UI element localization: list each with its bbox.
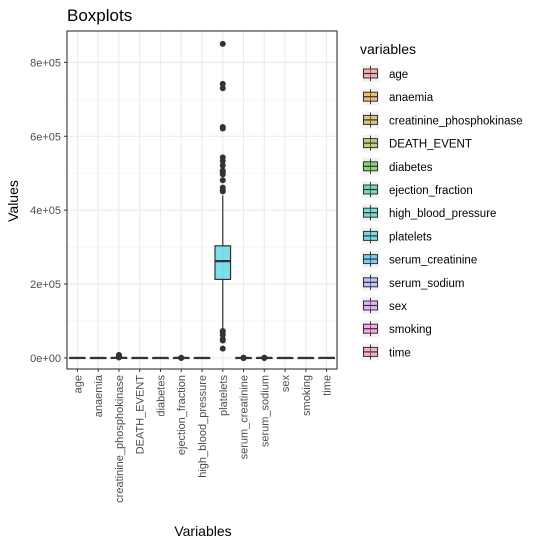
boxplot-DEATH_EVENT	[131, 356, 149, 360]
boxplot-age	[68, 356, 86, 360]
legend-label: platelets	[389, 231, 432, 243]
legend-label: time	[389, 347, 411, 359]
y-tick-label: 8e+05	[30, 57, 61, 69]
legend-title: variables	[360, 41, 416, 57]
boxplot-sex	[276, 356, 294, 360]
legend-item-platelets: platelets	[362, 227, 432, 245]
chart-title: Boxplots	[67, 6, 132, 25]
legend-label: anaemia	[389, 92, 434, 104]
x-tick-label: high_blood_pressure	[197, 375, 209, 478]
outlier-point	[219, 154, 226, 161]
x-tick-label: smoking	[301, 375, 313, 416]
outlier-point	[219, 80, 226, 87]
y-tick-label: 4e+05	[30, 205, 61, 217]
legend-item-creatinine_phosphokinase: creatinine_phosphokinase	[362, 111, 523, 129]
boxplot-smoking	[297, 356, 315, 360]
outlier-point	[219, 177, 226, 184]
legend-item-high_blood_pressure: high_blood_pressure	[362, 204, 496, 222]
legend-item-DEATH_EVENT: DEATH_EVENT	[362, 134, 472, 152]
outlier-point	[219, 162, 226, 169]
x-tick-label: diabetes	[155, 375, 167, 417]
outlier-point	[178, 354, 185, 361]
boxplot-anaemia	[89, 356, 107, 360]
boxplot-creatinine_phosphokinase	[110, 352, 128, 361]
legend-item-ejection_fraction: ejection_fraction	[362, 181, 473, 198]
legend-label: high_blood_pressure	[389, 208, 496, 220]
legend-label: serum_creatinine	[389, 255, 477, 267]
x-tick-label: anaemia	[93, 374, 105, 417]
boxplot-serum_creatinine	[235, 354, 252, 361]
legend-label: ejection_fraction	[389, 185, 473, 197]
boxplot-ejection_fraction	[172, 354, 190, 361]
outlier-point	[115, 352, 122, 359]
legend-label: serum_sodium	[389, 278, 464, 290]
boxplot-serum_sodium	[255, 354, 273, 361]
x-tick-label: serum_creatinine	[239, 375, 251, 459]
boxplot-time	[318, 356, 336, 360]
legend-item-sex: sex	[362, 297, 407, 314]
x-axis-title: Variables	[174, 523, 231, 539]
legend-item-diabetes: diabetes	[362, 157, 433, 175]
x-tick-label: serum_sodium	[259, 375, 271, 447]
y-tick-label: 0e+00	[30, 353, 61, 365]
x-tick-label: DEATH_EVENT	[135, 375, 147, 455]
x-tick-label: sex	[280, 375, 292, 393]
legend-label: age	[389, 69, 408, 81]
y-axis-title: Values	[5, 180, 21, 222]
boxplot-diabetes	[152, 356, 169, 360]
outlier-point	[219, 124, 226, 131]
x-tick-label: ejection_fraction	[176, 375, 188, 455]
outlier-point	[219, 184, 226, 191]
x-tick-label: creatinine_phosphokinase	[114, 375, 126, 503]
legend-label: DEATH_EVENT	[389, 139, 472, 151]
outlier-point	[219, 85, 226, 92]
y-tick-label: 2e+05	[30, 279, 61, 291]
outlier-point	[219, 40, 226, 47]
x-tick-label: platelets	[218, 375, 230, 416]
x-tick-label: time	[322, 375, 334, 396]
outlier-point	[261, 354, 268, 361]
outlier-point	[219, 327, 226, 334]
outlier-point	[219, 167, 226, 174]
legend-label: sex	[389, 301, 407, 313]
boxplot-high_blood_pressure	[193, 356, 211, 360]
legend-item-anaemia: anaemia	[362, 88, 434, 106]
legend-item-serum_creatinine: serum_creatinine	[362, 250, 477, 268]
legend-item-time: time	[362, 343, 411, 361]
legend-item-age: age	[362, 65, 408, 82]
box-iqr	[214, 245, 232, 281]
x-tick-label: age	[72, 375, 84, 393]
legend-item-serum_sodium: serum_sodium	[362, 273, 464, 291]
legend-item-smoking: smoking	[362, 320, 432, 338]
legend-label: smoking	[389, 324, 432, 336]
legend-label: creatinine_phosphokinase	[389, 115, 523, 127]
outlier-point	[219, 345, 226, 352]
boxplot-platelets	[214, 40, 232, 352]
legend-label: diabetes	[389, 162, 433, 174]
outlier-point	[240, 354, 247, 361]
y-tick-label: 6e+05	[30, 131, 61, 143]
